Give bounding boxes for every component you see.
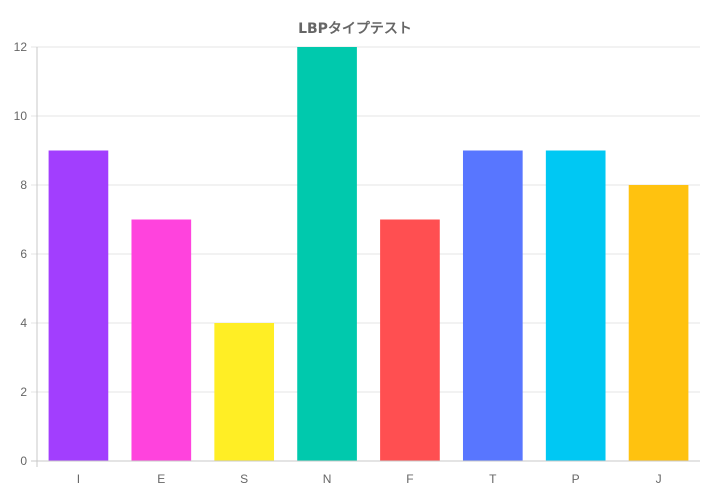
chart-title: LBPタイプテスト [298, 21, 412, 37]
y-tick-label: 0 [20, 454, 27, 468]
x-tick-label: E [157, 472, 165, 486]
bar-e[interactable] [131, 219, 192, 462]
bar-n[interactable] [297, 47, 357, 461]
y-tick-label: 6 [20, 247, 27, 261]
y-tick-label: 8 [20, 178, 27, 192]
x-tick-label: S [240, 472, 248, 486]
x-tick-label: P [572, 472, 580, 486]
x-tick-label: F [406, 472, 413, 486]
bars [48, 47, 689, 462]
y-tick-label: 10 [14, 109, 28, 123]
bar-i[interactable] [48, 150, 109, 462]
x-tick-label: N [323, 472, 332, 486]
y-tick-label: 2 [20, 385, 27, 399]
bar-s[interactable] [214, 323, 275, 461]
x-tick-label: T [489, 472, 497, 486]
y-tick-label: 12 [14, 40, 28, 54]
x-tick-label: J [656, 472, 662, 486]
bar-t[interactable] [462, 150, 523, 462]
x-tick-label: I [77, 472, 80, 486]
bar-j[interactable] [628, 185, 689, 461]
y-tick-label: 4 [20, 316, 27, 330]
bar-p[interactable] [545, 150, 606, 462]
y-axis-tick-labels: 0 2 4 6 8 10 12 [14, 40, 28, 468]
bar-f[interactable] [380, 219, 440, 462]
